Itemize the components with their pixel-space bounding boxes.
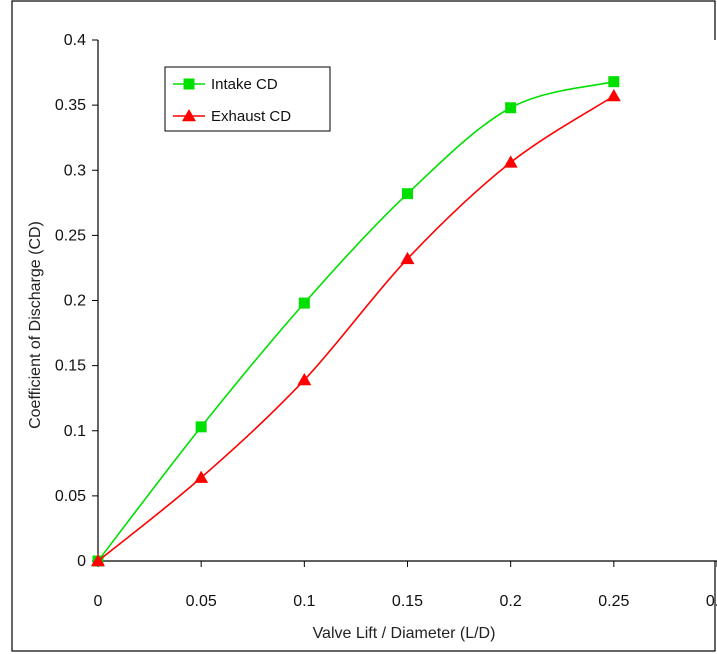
x-axis-label: Valve Lift / Diameter (L/D) [313,625,496,642]
data-point [606,89,621,102]
legend-entry: Intake CD [173,76,278,93]
data-point [608,76,620,88]
y-tick-label: 0.25 [55,227,86,244]
legend-entry: Exhaust CD [173,108,291,125]
data-point [195,421,207,433]
y-tick-label: 0.3 [64,162,86,179]
data-point [91,554,105,567]
data-point [298,297,310,309]
data-point [194,470,209,483]
y-tick-label: 0.35 [55,97,86,114]
legend-swatch-marker [182,109,196,122]
axes: 0 0.05 0.1 0.15 0.2 0.25 0.3 0.35 0.4 0 0.05 0.1 0.1… [55,32,717,610]
y-tick-label: 0.1 [64,423,86,440]
data-point [505,102,517,114]
data-point [297,372,312,386]
y-tick-label: 0 [77,553,86,570]
legend-box [164,66,331,132]
x-tick-label: 0 [94,593,103,610]
x-tick-label: 0.05 [186,593,217,610]
y-tick-label: 0.4 [64,32,86,49]
y-tick-label: 0.15 [55,358,86,375]
series-exhaust-cd [91,89,621,567]
legend-label: Intake CD [211,76,278,93]
x-tick-label: 0.15 [392,593,423,610]
legend-label: Exhaust CD [211,108,291,125]
series-line [97,95,615,562]
series-group [91,76,621,567]
x-tick-label: 0.1 [293,593,315,610]
legend-swatch-marker [183,78,195,90]
x-tick-label: 0.3 [706,593,717,610]
data-point [400,251,415,265]
y-axis-label: Coefficient of Discharge (CD) [27,221,44,429]
y-tick-label: 0.05 [55,488,86,505]
data-point [503,155,518,168]
y-tick-label: 0.2 [64,293,86,310]
x-tick-label: 0.2 [500,593,522,610]
data-point [402,188,413,200]
legend: Intake CD Exhaust CD [164,66,331,132]
x-tick-label: 0.25 [598,593,629,610]
